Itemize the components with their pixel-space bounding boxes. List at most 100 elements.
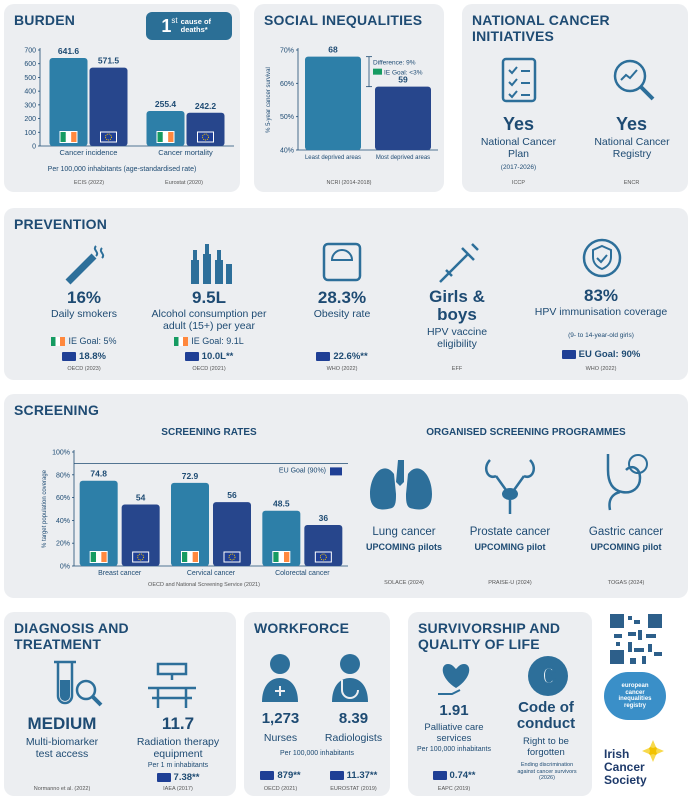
eu-value: 18.8%: [19, 351, 149, 362]
national-card: NATIONAL CANCER INITIATIVES Yes National…: [462, 4, 688, 192]
scale-icon: [322, 242, 362, 282]
y-tick-label: 400: [24, 89, 36, 96]
flag-eu: [132, 551, 150, 563]
label: Nurses: [263, 732, 298, 744]
badge-suffix: st: [171, 16, 178, 25]
y-tick-label: 80%: [56, 472, 70, 479]
y-tick-label: 60%: [56, 495, 70, 502]
x-tick-label: Breast cancer: [98, 570, 142, 577]
social-chart: 40% 50% 60% 70% % 5-year cancer survival Leas…: [266, 45, 438, 161]
lung-icon: [370, 460, 432, 510]
source: ECIS (2022): [73, 180, 105, 186]
value: 1,273: [261, 710, 300, 727]
screening-chart: 0% 20% 40% 60% 80% 100% % target population co…: [42, 450, 348, 577]
value: 83%: [583, 286, 619, 305]
label: Right to be forgotten: [523, 736, 569, 758]
bar: [49, 58, 88, 147]
eu-value: 7.38**: [120, 772, 236, 783]
eu-value: 10.0L**: [144, 351, 274, 362]
source: SOLACE (2024): [384, 580, 424, 586]
y-tick-label: 70%: [280, 48, 294, 55]
source: Eurostat (2020): [165, 180, 203, 186]
flag-eu: [223, 551, 241, 563]
flag-ie: [65, 132, 72, 142]
source: EFF: [451, 366, 463, 372]
programme-label: Lung cancer: [372, 526, 436, 538]
bar: [121, 504, 160, 566]
registry-icon: [613, 59, 655, 101]
flag-eu-stars: [319, 553, 327, 561]
reference-flag: [330, 467, 342, 476]
label: Palliative care services: [424, 722, 484, 744]
programme-label: Prostate cancer: [469, 526, 551, 538]
euro-icon: €: [528, 656, 568, 696]
value: 11.7: [161, 714, 195, 733]
society-logo: Irish Cancer Society: [604, 747, 647, 787]
source: NCRI (2014-2018): [326, 180, 372, 186]
plan-icon: [501, 57, 537, 103]
eu-text: 7.38**: [173, 772, 200, 783]
label: Daily smokers: [51, 308, 117, 320]
source: TOGAS (2024): [607, 580, 645, 586]
y-tick-label: 100%: [52, 450, 70, 457]
label: HPV vaccine eligibility: [426, 326, 488, 350]
source: WHO (2022): [326, 366, 358, 372]
eu-text: 11.37**: [346, 770, 378, 781]
y-tick-label: 50%: [280, 114, 294, 121]
prostate-icon: [485, 459, 535, 514]
ecir-text: european cancer inequalities registry: [618, 683, 652, 709]
bar: [304, 524, 343, 566]
period: (2017-2026): [500, 164, 537, 171]
badge-number: 1: [161, 15, 172, 36]
y-tick-label: 40%: [56, 518, 70, 525]
bar: [375, 86, 431, 150]
eu-value: 0.74**: [408, 770, 500, 781]
section-title: WORKFORCE: [254, 620, 350, 636]
source: IAEA (2017): [163, 786, 193, 792]
value-label: 48.5: [273, 499, 290, 509]
y-tick-label: 300: [24, 102, 36, 109]
y-tick-label: 0%: [60, 564, 70, 571]
y-tick-label: 20%: [56, 541, 70, 548]
source: PRAISE-U (2024): [488, 580, 532, 586]
radiologist-icon: [332, 654, 368, 702]
label: Alcohol consumption per adult (15+) per …: [151, 308, 267, 332]
label: Radiologists: [324, 732, 383, 744]
eu-text: 0.74**: [449, 770, 476, 781]
section-title: SCREENING: [14, 402, 100, 418]
chart-title: SCREENING RATES: [161, 427, 257, 438]
bar: [171, 482, 209, 566]
source: ENCR: [623, 180, 640, 186]
value: MEDIUM: [27, 714, 97, 733]
y-tick-label: 0: [32, 144, 36, 151]
y-axis-label: % 5-year cancer survival: [266, 67, 272, 133]
y-tick-label: 100: [24, 130, 36, 137]
nurse-icon: [262, 654, 298, 702]
flag-eu: [197, 131, 214, 143]
y-tick-label: 40%: [280, 148, 294, 155]
label: Obesity rate: [313, 308, 371, 320]
flag-ie: [192, 552, 198, 562]
y-tick-label: 500: [24, 75, 36, 82]
value-label: 54: [136, 492, 146, 502]
goal-text: IE Goal: 5%: [68, 336, 117, 346]
value-label: 242.2: [195, 101, 217, 111]
y-tick-label: 600: [24, 61, 36, 68]
y-tick-label: 700: [24, 48, 36, 55]
y-tick-label: 200: [24, 116, 36, 123]
note: Ending discrimination against cancer sur…: [517, 762, 577, 781]
value-label: 72.9: [182, 471, 199, 481]
value: 8.39: [338, 710, 369, 727]
value-label: 255.4: [155, 99, 177, 109]
ecir-logo: european cancer inequalities registry: [604, 672, 666, 720]
source: OECD (2023): [67, 366, 101, 372]
value: 28.3%: [317, 288, 367, 307]
source: OECD (2021): [192, 366, 226, 372]
eu-value: 22.6%**: [277, 351, 407, 362]
value: Code of conduct: [516, 699, 576, 732]
unit: Per 1 m inhabitants: [147, 762, 209, 769]
survivorship-card: SURVIVORSHIP AND QUALITY OF LIFE € 1.91 …: [408, 612, 592, 796]
label: Multi-biomarker test access: [25, 736, 99, 760]
